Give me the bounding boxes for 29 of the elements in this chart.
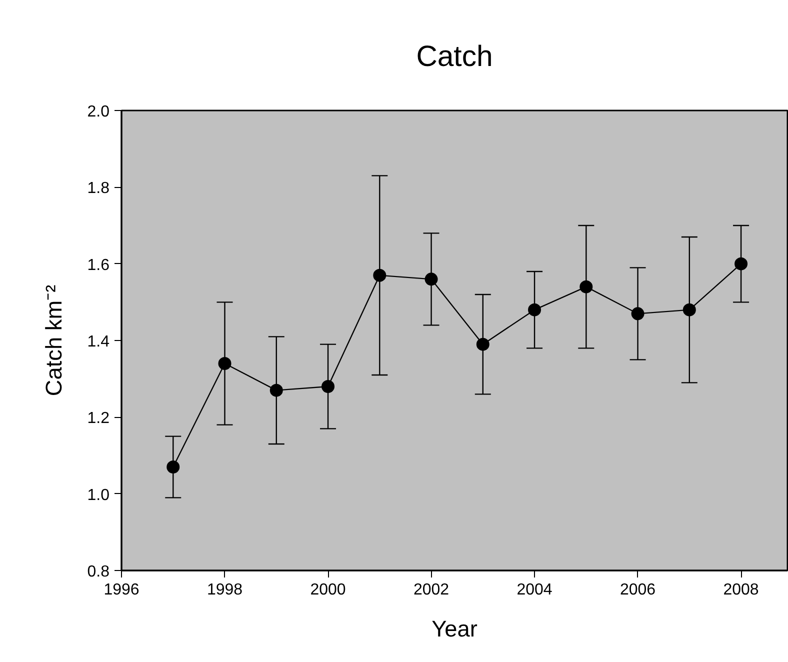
point: [373, 268, 386, 282]
point: [424, 272, 438, 286]
y-tick-label: 1.2: [87, 410, 110, 428]
point: [528, 303, 542, 316]
x-tick-label: 2008: [723, 582, 759, 598]
point: [166, 460, 180, 474]
y-tick-label: 1.0: [87, 486, 110, 504]
point: [322, 380, 335, 393]
point: [631, 307, 644, 320]
point: [682, 303, 696, 316]
y-axis-title: Catch km⁻²: [40, 284, 66, 396]
x-axis-title: Year: [432, 616, 478, 642]
x-tick-label: 2006: [620, 582, 656, 598]
x-tick-label: 1996: [104, 582, 140, 598]
x-tick-label: 1998: [206, 582, 243, 598]
point: [580, 280, 593, 294]
y-tick-label: 2.0: [87, 104, 110, 120]
point: [734, 257, 748, 270]
x-tick-label: 2000: [310, 582, 346, 598]
y-tick-label: 1.4: [87, 334, 110, 350]
x-tick-label: 2004: [516, 582, 552, 598]
y-tick-label: 1.8: [87, 180, 110, 198]
point: [476, 338, 490, 351]
chart-title: Catch: [416, 40, 493, 73]
x-tick-label: 2002: [413, 582, 450, 598]
point: [270, 384, 283, 397]
y-tick-label: 1.6: [87, 256, 110, 274]
point: [218, 357, 232, 370]
y-tick-label: 0.8: [87, 564, 110, 580]
